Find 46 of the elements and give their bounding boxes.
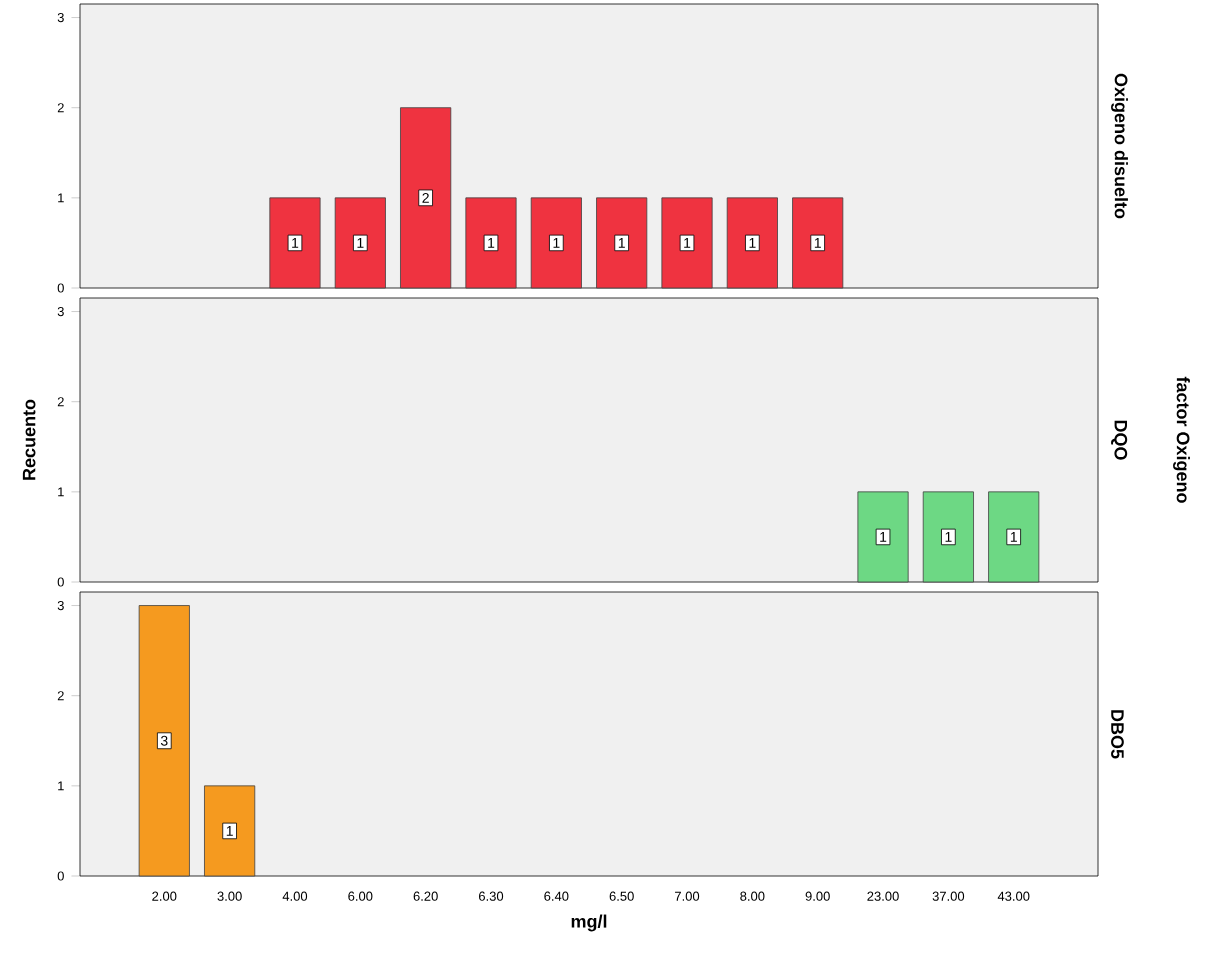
- data-label: 1: [553, 238, 560, 248]
- y-tick-label: 2: [57, 397, 64, 407]
- text: factor Oxigeno: [1173, 376, 1190, 503]
- y2-axis-title: Oxigeno disuelto: [1111, 73, 1128, 219]
- x-axis-title: mg/l: [571, 914, 607, 932]
- x-tick-label: 4.00: [282, 891, 308, 901]
- x-tick-label: 6.40: [544, 891, 569, 901]
- x-tick-label: 23.00: [867, 891, 899, 901]
- y2-axis-title: DQO: [1111, 420, 1128, 460]
- data-label: 1: [684, 238, 691, 248]
- y-tick-label: 1: [58, 781, 64, 791]
- x-tick-label: 6.50: [609, 891, 634, 901]
- data-label: 1: [880, 532, 887, 542]
- y-tick-label: 3: [57, 600, 64, 611]
- y-axis-title: Recuento: [22, 399, 36, 480]
- x-tick-label: 2.00: [152, 891, 177, 901]
- data-label: 1: [1010, 532, 1017, 542]
- y-tick-label: 2: [57, 103, 64, 113]
- data-label: 1: [292, 238, 299, 248]
- data-label: 2: [422, 192, 429, 203]
- x-tick-label: 8.00: [740, 891, 765, 901]
- y-tick-label: 0: [57, 577, 64, 587]
- x-tick-label: 6.00: [348, 891, 373, 901]
- y-tick-label: 2: [57, 691, 64, 701]
- x-tick-label: 7.00: [675, 891, 700, 901]
- y-tick-label: 0: [57, 283, 64, 293]
- x-tick-label: 9.00: [805, 891, 830, 901]
- x-tick-label: 43.00: [997, 891, 1030, 901]
- y-tick-label: 1: [58, 487, 64, 497]
- data-label: 1: [945, 532, 952, 542]
- data-label: 1: [618, 238, 625, 248]
- data-label: 3: [160, 735, 168, 746]
- y-tick-label: 3: [57, 306, 64, 317]
- data-label: 1: [357, 238, 364, 248]
- data-label: 1: [749, 238, 756, 248]
- y-tick-label: 3: [57, 12, 64, 23]
- y2-axis-title: DBO5: [1111, 710, 1124, 759]
- data-label: 1: [488, 238, 495, 248]
- x-tick-label: 6.30: [479, 891, 504, 901]
- x-tick-label: 3.00: [217, 891, 242, 901]
- y-tick-label: 1: [58, 193, 64, 203]
- y-tick-label: 0: [57, 871, 64, 881]
- x-tick-label: 37.00: [932, 891, 965, 901]
- data-label: 1: [814, 238, 821, 248]
- x-tick-label: 6.20: [413, 891, 438, 901]
- data-label: 1: [226, 826, 233, 836]
